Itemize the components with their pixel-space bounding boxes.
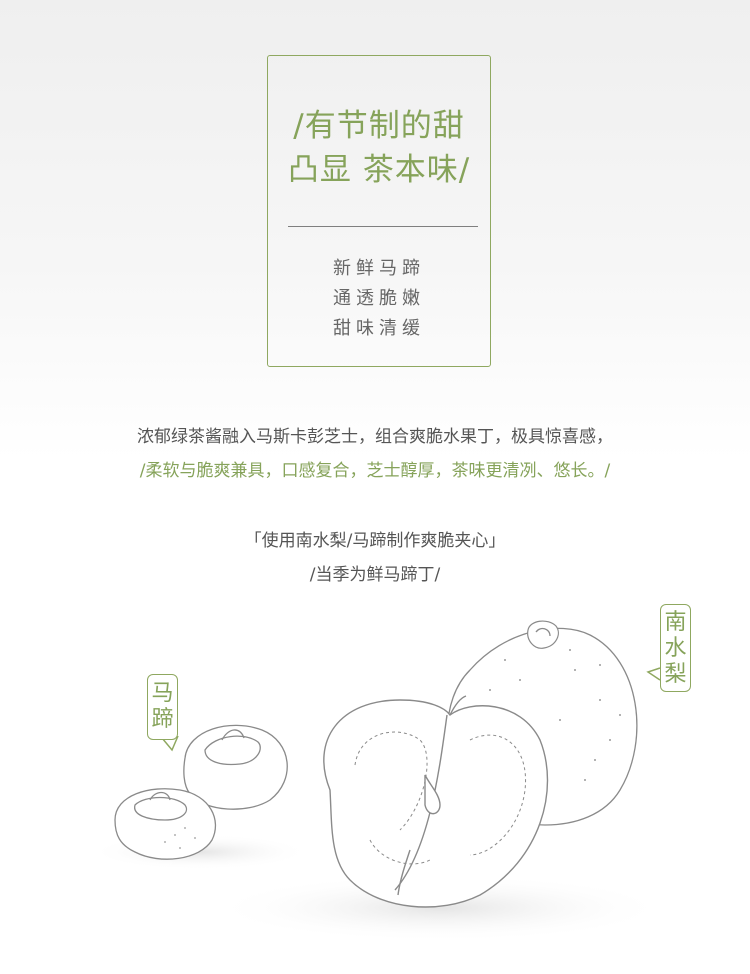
subtitle-line-2: 通透脆嫩 xyxy=(333,288,425,309)
subtitle-line-3: 甜味清缓 xyxy=(333,318,425,339)
pear-tag-char-3: 梨 xyxy=(664,662,687,687)
pear-tag-char-1: 南 xyxy=(664,610,687,635)
pear-tag-char-2: 水 xyxy=(664,636,687,661)
pear-tag: 南 水 梨 xyxy=(660,604,691,692)
headline-line-1: /有节制的甜 xyxy=(293,108,465,144)
fruit-illustration xyxy=(90,620,670,942)
title-frame: /有节制的甜 凸显 茶本味/ 新鲜马蹄 通透脆嫩 甜味清缓 xyxy=(267,55,491,367)
ingredients-line-1: 「使用南水梨/马蹄制作爽脆夹心」 xyxy=(244,531,506,551)
water-chestnut-tag-char-2: 蹄 xyxy=(151,707,174,732)
ingredients-line-2: /当季为鲜马蹄丁/ xyxy=(309,565,441,585)
tag-pointer-pear xyxy=(646,667,661,681)
water-chestnut-1 xyxy=(183,724,288,810)
water-chestnut-2 xyxy=(114,788,217,860)
water-chestnut-tag-char-1: 马 xyxy=(151,681,174,706)
headline-line-2: 凸显 茶本味/ xyxy=(287,152,471,188)
water-chestnut-tag: 马 蹄 xyxy=(147,674,178,740)
divider-line xyxy=(288,226,478,227)
pear-shadow xyxy=(210,874,670,942)
description-line-2: /柔软与脆爽兼具，口感复合，芝士醇厚，茶味更清冽、悠长。/ xyxy=(139,461,611,481)
cut-pear xyxy=(323,695,549,908)
subtitle-line-1: 新鲜马蹄 xyxy=(333,258,425,279)
description-line-1: 浓郁绿茶酱融入马斯卡彭芝士，组合爽脆水果丁，极具惊喜感， xyxy=(137,427,613,447)
